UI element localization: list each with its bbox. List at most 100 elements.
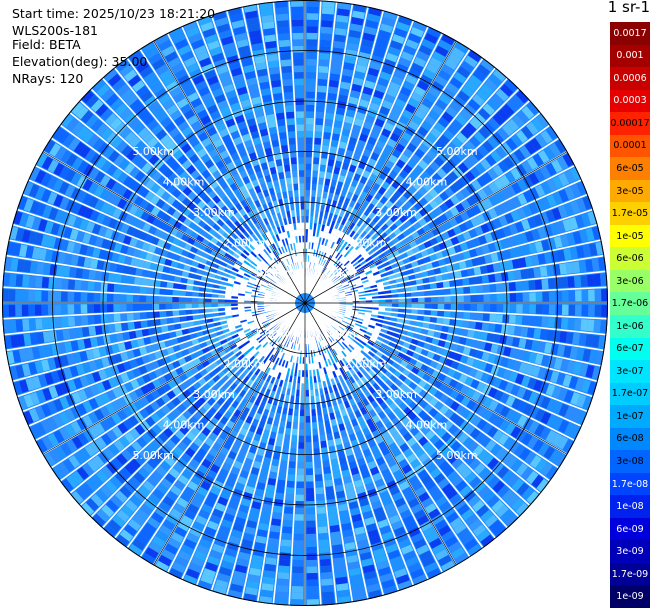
- beta-cell: [381, 496, 393, 506]
- beta-cell: [441, 560, 455, 573]
- beta-cell: [588, 304, 595, 317]
- beta-cell: [449, 493, 462, 505]
- beta-cell: [212, 402, 221, 411]
- beta-cell: [240, 398, 248, 407]
- beta-cell: [372, 414, 381, 424]
- beta-cell: [208, 148, 219, 159]
- beta-cell: [497, 466, 509, 479]
- beta-cell: [413, 385, 423, 395]
- beta-cell: [438, 69, 451, 81]
- beta-cell: [411, 309, 418, 315]
- beta-cell: [349, 230, 356, 238]
- beta-cell: [227, 450, 237, 460]
- beta-cell: [456, 287, 464, 295]
- beta-cell: [310, 203, 315, 210]
- beta-cell: [68, 455, 81, 469]
- beta-cell: [234, 229, 242, 237]
- beta-cell: [169, 353, 178, 362]
- beta-cell: [472, 149, 484, 161]
- beta-cell: [313, 144, 321, 152]
- beta-cell: [407, 411, 417, 421]
- beta-cell: [301, 370, 305, 377]
- beta-cell: [405, 421, 416, 432]
- beta-cell: [286, 354, 291, 362]
- beta-cell: [534, 316, 543, 327]
- beta-cell: [393, 407, 402, 416]
- beta-cell: [405, 74, 418, 85]
- beta-cell: [444, 239, 454, 248]
- beta-cell: [186, 278, 195, 285]
- beta-cell: [394, 241, 403, 250]
- beta-cell: [383, 585, 397, 596]
- beta-cell: [172, 303, 179, 310]
- beta-cell: [441, 483, 454, 495]
- beta-cell: [213, 138, 223, 148]
- beta-cell: [459, 109, 472, 121]
- beta-cell: [509, 348, 518, 359]
- beta-cell: [336, 107, 346, 116]
- beta-cell: [118, 211, 128, 222]
- beta-cell: [529, 292, 536, 302]
- beta-cell: [344, 355, 352, 363]
- beta-cell: [306, 481, 314, 489]
- beta-cell: [284, 394, 290, 402]
- beta-cell: [370, 130, 380, 140]
- beta-cell: [261, 331, 268, 337]
- beta-cell: [349, 574, 363, 583]
- beta-cell: [429, 253, 438, 262]
- beta-cell: [502, 314, 510, 324]
- beta-cell: [390, 392, 399, 402]
- beta-cell: [158, 39, 172, 52]
- beta-cell: [327, 358, 333, 366]
- beta-cell: [187, 201, 196, 211]
- beta-cell: [446, 511, 459, 524]
- beta-cell: [235, 259, 243, 266]
- beta-cell: [399, 115, 410, 126]
- beta-cell: [348, 238, 356, 246]
- beta-cell: [562, 153, 575, 167]
- beta-cell: [187, 503, 199, 515]
- beta-cell: [419, 334, 427, 342]
- beta-cell: [301, 363, 305, 371]
- beta-cell: [170, 161, 181, 172]
- beta-cell: [509, 293, 517, 302]
- beta-cell: [155, 198, 166, 209]
- beta-cell: [329, 452, 338, 460]
- beta-cell: [250, 561, 263, 570]
- beta-cell: [346, 276, 354, 282]
- beta-cell: [369, 61, 382, 71]
- beta-cell: [244, 526, 256, 536]
- beta-cell: [186, 164, 196, 175]
- beta-cell: [191, 39, 205, 50]
- beta-cell: [232, 240, 240, 248]
- beta-cell: [409, 426, 420, 437]
- beta-cell: [67, 291, 75, 302]
- beta-cell: [23, 198, 34, 212]
- beta-cell: [425, 166, 436, 176]
- beta-cell: [473, 481, 486, 494]
- beta-cell: [156, 483, 169, 495]
- beta-cell: [554, 277, 562, 289]
- beta-cell: [263, 217, 270, 226]
- beta-cell: [408, 68, 421, 80]
- beta-cell: [455, 393, 465, 403]
- beta-cell: [243, 238, 251, 246]
- beta-cell: [345, 337, 353, 344]
- beta-cell: [343, 348, 350, 356]
- beta-cell: [372, 124, 382, 134]
- beta-cell: [217, 370, 226, 379]
- beta-cell: [306, 0, 320, 7]
- beta-cell: [363, 233, 371, 242]
- beta-cell: [117, 198, 128, 209]
- beta-cell: [340, 463, 349, 472]
- beta-cell: [405, 174, 416, 185]
- beta-cell: [234, 324, 242, 330]
- beta-cell: [394, 397, 403, 407]
- beta-cell: [133, 286, 141, 294]
- beta-cell: [405, 234, 414, 243]
- beta-cell: [360, 249, 368, 257]
- beta-cell: [416, 284, 424, 291]
- beta-cell: [162, 266, 171, 274]
- beta-cell: [494, 273, 503, 282]
- beta-cell: [143, 261, 152, 270]
